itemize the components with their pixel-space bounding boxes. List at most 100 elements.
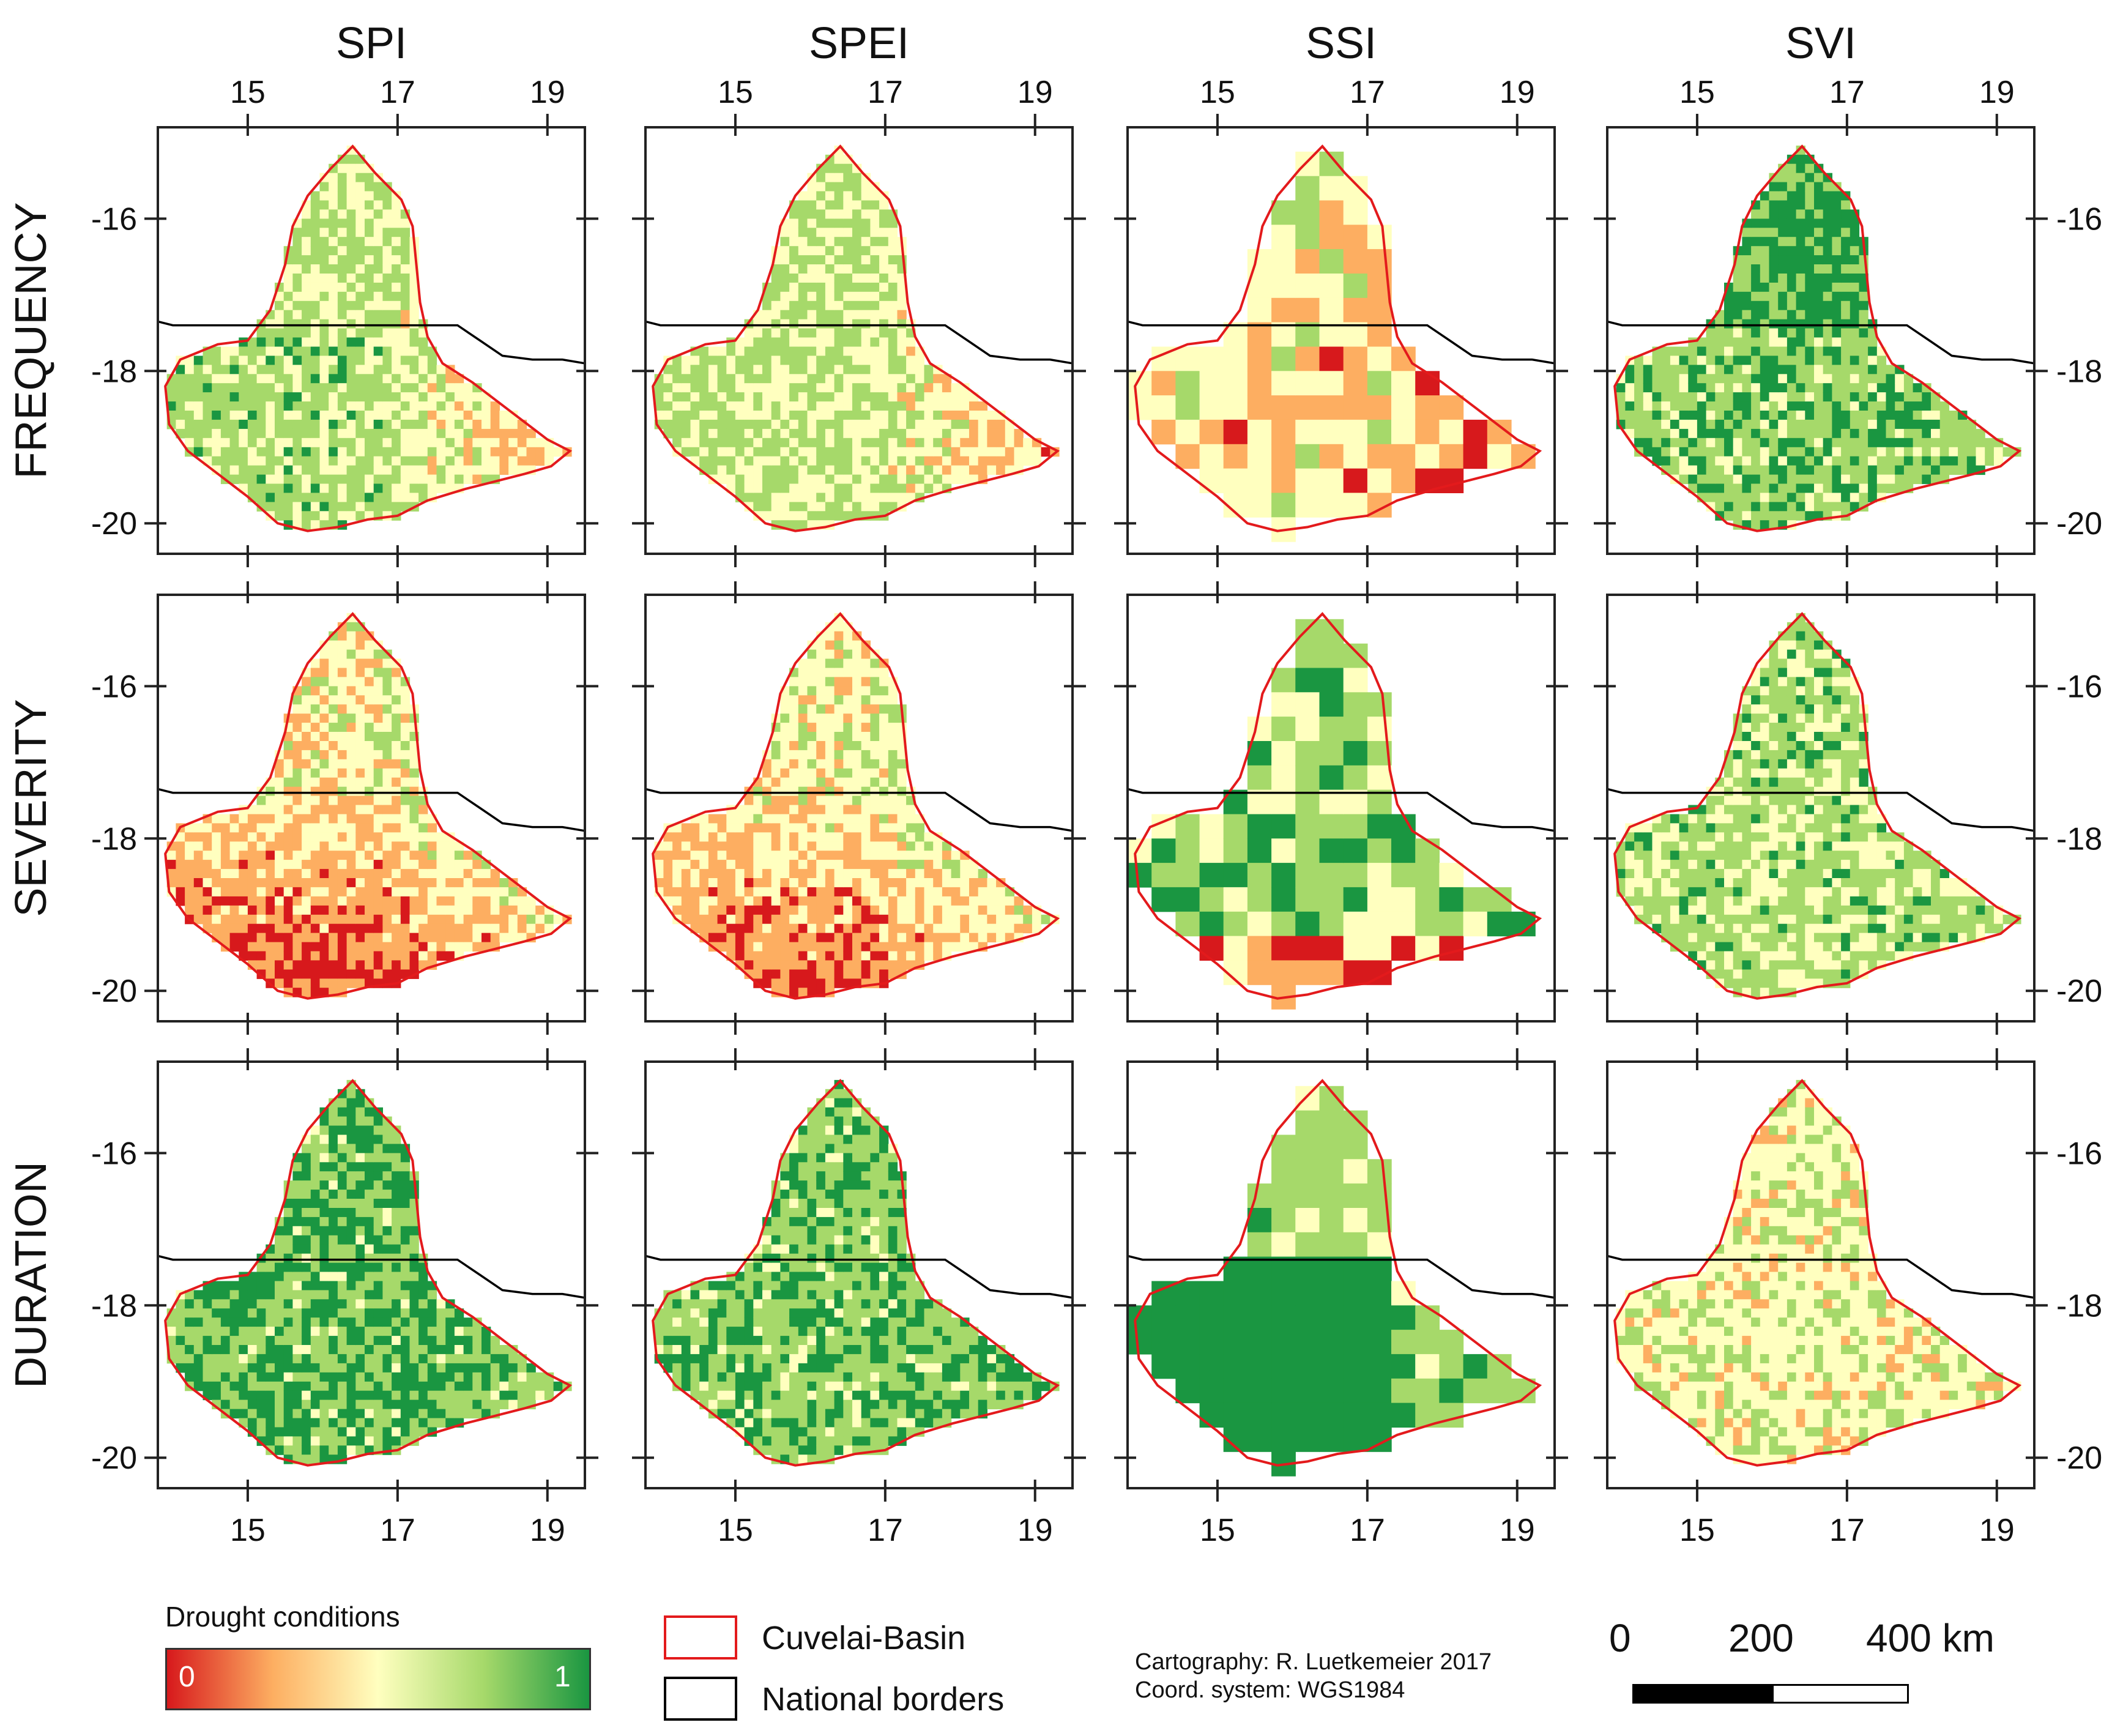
raster-cell [969,428,979,439]
raster-cell [1343,468,1368,493]
raster-cell [1832,419,1842,430]
raster-cell [861,805,871,814]
raster-cell [373,493,383,502]
raster-cell [499,456,509,466]
raster-cell [897,914,907,925]
raster-cell [373,786,383,797]
raster-cell [266,337,275,347]
raster-cell [807,978,817,988]
raster-cell [310,374,321,384]
raster-cell [382,255,392,265]
raster-cell [906,337,916,347]
raster-cell [346,502,356,512]
raster-cell [951,383,961,393]
raster-cell [1868,474,1878,485]
raster-cell [1876,438,1887,448]
raster-cell [771,374,781,384]
raster-cell [1715,319,1725,329]
raster-cell [1343,887,1368,912]
raster-cell [329,741,338,751]
raster-cell [1859,255,1868,265]
raster-cell [1841,365,1851,374]
raster-cell [789,346,799,356]
raster-cell [744,493,754,502]
raster-cell [879,686,889,696]
raster-cell [292,374,302,384]
raster-cell [1742,419,1752,430]
raster-cell [1634,374,1644,384]
raster-cell [1778,511,1788,521]
raster-cell [816,969,826,979]
raster-cell [1343,765,1368,791]
raster-cell [1841,356,1851,365]
raster-cell [346,786,356,797]
raster-cell [1247,936,1272,961]
raster-cell [337,264,348,274]
raster-cell [978,887,987,897]
raster-cell [672,401,682,411]
raster-cell [1850,456,1860,466]
raster-cell [266,942,275,952]
raster-cell [1832,218,1842,228]
raster-cell [392,832,401,842]
raster-cell [266,914,275,925]
raster-cell [292,438,302,448]
raster-cell [1787,483,1797,493]
raster-cell [1985,438,1995,448]
raster-cell [310,291,321,302]
raster-cell [825,291,835,302]
raster-cell [365,741,374,751]
raster-cell [247,392,258,402]
raster-cell [1670,878,1680,888]
raster-cell [445,896,455,906]
raster-cell [1670,869,1680,879]
raster-cell [771,960,781,970]
raster-cell [310,914,321,925]
raster-cell [220,383,231,393]
raster-cell [463,896,473,906]
raster-cell [508,896,518,906]
raster-cell [789,383,799,393]
raster-cell [1715,411,1725,420]
raster-cell [762,887,772,897]
raster-cell [744,346,754,356]
raster-cell [346,951,356,961]
raster-cell [1343,274,1368,299]
raster-cell [463,411,473,420]
raster-cell [870,483,880,493]
raster-cell [1319,960,1344,985]
raster-cell [1715,346,1725,356]
raster-cell [409,960,419,970]
raster-cell [346,337,356,347]
raster-cell [681,878,691,888]
raster-cell [789,841,799,851]
raster-cell [1832,246,1842,256]
raster-cell [906,805,916,814]
raster-cell [1295,395,1320,420]
raster-cell [329,969,338,979]
raster-cell [319,209,329,219]
raster-cell [256,502,266,512]
raster-cell [1679,887,1689,897]
raster-cell [861,392,871,402]
raster-cell [229,878,239,888]
raster-cell [888,456,898,466]
raster-cell [355,419,365,430]
raster-cell [1724,465,1734,475]
raster-cell [275,456,284,466]
raster-cell [1850,282,1860,292]
raster-cell [508,923,518,934]
raster-cell [302,759,311,769]
raster-cell [329,887,338,897]
raster-cell [517,896,527,906]
raster-cell [1661,923,1671,934]
raster-cell [1832,346,1842,356]
raster-cell [373,677,383,687]
raster-cell [212,914,221,925]
raster-cell [346,191,356,201]
raster-cell [535,905,545,915]
raster-cell [176,419,185,430]
raster-cell [239,374,248,384]
raster-cell [373,686,383,696]
raster-cell [1319,668,1344,693]
